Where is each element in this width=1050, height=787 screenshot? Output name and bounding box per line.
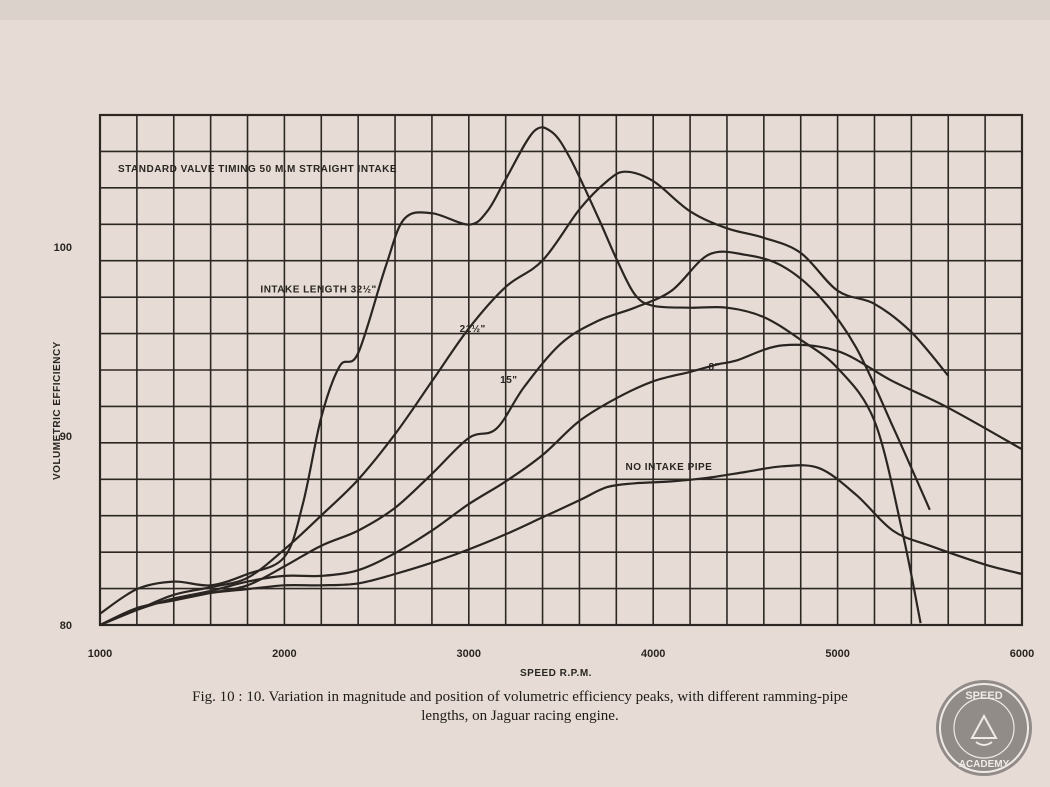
chart-labels: STANDARD VALVE TIMING 50 M.M STRAIGHT IN… (52, 164, 1034, 679)
chart-grid (98, 113, 1024, 627)
chart-series (99, 126, 1023, 627)
speed-academy-logo: SPEED ACADEMY (936, 680, 1032, 776)
caption-line-2: lengths, on Jaguar racing engine. (421, 708, 619, 724)
series-annotation: 21½" (460, 324, 486, 335)
figure-caption: Fig. 10 : 10. Variation in magnitude and… (40, 688, 1000, 726)
x-tick-label: 2000 (272, 648, 296, 660)
logo-top-text: SPEED (965, 690, 1002, 702)
y-tick-label: 80 (60, 620, 72, 632)
y-axis-label: VOLUMETRIC EFFICIENCY (52, 341, 63, 480)
series-line (99, 126, 922, 624)
series-annotation: 8" (709, 362, 720, 373)
series-line (99, 464, 1023, 627)
y-tick-label: 90 (60, 431, 72, 443)
caption-line-1: Fig. 10 : 10. Variation in magnitude and… (192, 689, 848, 705)
x-tick-label: 4000 (641, 648, 665, 660)
chart-title: STANDARD VALVE TIMING 50 M.M STRAIGHT IN… (118, 164, 397, 175)
logo-bottom-text: ACADEMY (959, 759, 1010, 770)
x-tick-label: 1000 (88, 648, 112, 660)
x-tick-label: 6000 (1010, 648, 1034, 660)
series-line (99, 170, 950, 627)
series-annotation: NO INTAKE PIPE (626, 462, 713, 473)
series-line (99, 343, 1023, 627)
series-line (99, 250, 931, 626)
y-tick-label: 100 (54, 242, 72, 254)
x-tick-label: 5000 (825, 648, 849, 660)
series-annotation: INTAKE LENGTH 32½" (260, 285, 376, 296)
x-tick-label: 3000 (457, 648, 481, 660)
series-annotation: 15" (500, 375, 517, 386)
logo-badge-icon: SPEED ACADEMY (939, 683, 1029, 773)
x-axis-label: SPEED R.P.M. (520, 668, 592, 679)
